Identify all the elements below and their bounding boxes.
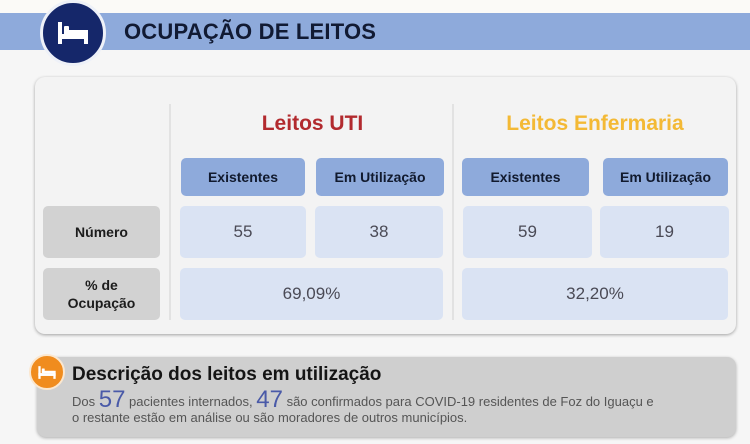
description-line-1: Dos 57 pacientes internados, 47 são conf… (72, 388, 712, 412)
enfermaria-em-utilizacao-header: Em Utilização (603, 158, 728, 196)
bed-icon (38, 365, 56, 379)
description-bed-badge (29, 354, 65, 390)
enfermaria-em-utilizacao-value: 19 (600, 206, 729, 258)
description-text-part2: pacientes internados, (125, 394, 257, 409)
description-text-part3: são confirmados para COVID-19 residentes… (282, 394, 654, 409)
enfermaria-existentes-header: Existentes (462, 158, 589, 196)
column-divider-left (169, 104, 171, 320)
description-title: Descrição dos leitos em utilização (72, 364, 382, 385)
description-text: Dos 57 pacientes internados, 47 são conf… (72, 388, 712, 426)
uti-em-utilizacao-value: 38 (315, 206, 443, 258)
page-title: OCUPAÇÃO DE LEITOS (124, 19, 377, 44)
header-bar (0, 13, 750, 50)
internados-count: 57 (98, 386, 126, 413)
row-label-ocupacao-line2: Ocupação (67, 295, 136, 311)
bed-icon (58, 22, 88, 44)
row-label-numero: Número (43, 206, 160, 258)
uti-existentes-value: 55 (180, 206, 306, 258)
description-text-part1: Dos (72, 394, 99, 409)
row-label-ocupacao: % de Ocupação (43, 268, 160, 320)
description-line-2: o restante estão em análise ou são morad… (72, 410, 468, 425)
top-band (0, 0, 750, 13)
uti-ocupacao-value: 69,09% (180, 268, 443, 320)
header-bed-badge (40, 0, 106, 66)
enfermaria-ocupacao-value: 32,20% (462, 268, 728, 320)
uti-em-utilizacao-header: Em Utilização (316, 158, 444, 196)
row-label-ocupacao-line1: % de (85, 277, 118, 293)
enfermaria-section-title: Leitos Enfermaria (506, 112, 684, 135)
column-divider-right (452, 104, 454, 320)
description-card (37, 357, 736, 437)
row-label-numero-text: Número (75, 224, 128, 240)
enfermaria-existentes-value: 59 (463, 206, 592, 258)
uti-section-title: Leitos UTI (261, 112, 364, 135)
uti-existentes-header: Existentes (181, 158, 305, 196)
confirmados-count: 47 (256, 386, 283, 413)
